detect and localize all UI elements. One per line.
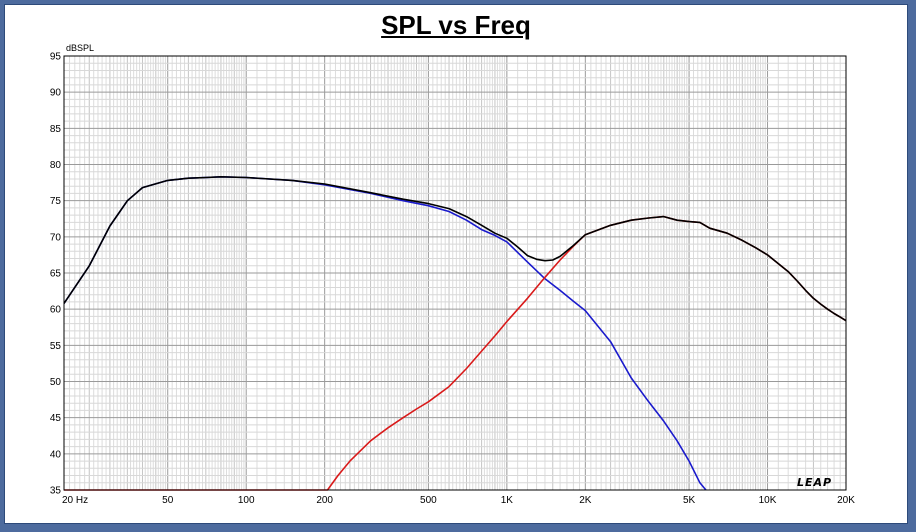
- x-tick-label: 100: [238, 495, 255, 506]
- series-line-3: [63, 176, 847, 322]
- x-tick-label: 20K: [837, 495, 855, 506]
- y-tick-label: 40: [50, 449, 62, 460]
- grid-lines: [63, 55, 847, 491]
- x-tick-label: 2K: [579, 495, 592, 506]
- x-tick-label: 20 Hz: [62, 495, 88, 506]
- y-tick-label: 85: [50, 124, 62, 135]
- x-tick-label: 50: [162, 495, 174, 506]
- series-lines: [63, 176, 847, 491]
- leap-logo: LEAP: [797, 476, 832, 489]
- y-tick-labels: 35 40 45 50 55 60 65 70 75 80 85 90 95: [50, 52, 62, 497]
- x-tick-label: 1K: [501, 495, 514, 506]
- x-tick-label: 10K: [759, 495, 777, 506]
- y-axis-unit: dBSPL: [66, 43, 94, 53]
- y-tick-label: 70: [50, 232, 62, 243]
- x-tick-label: 500: [420, 495, 437, 506]
- y-tick-label: 45: [50, 413, 62, 424]
- y-tick-label: 90: [50, 88, 62, 99]
- y-tick-label: 35: [50, 486, 62, 497]
- y-tick-label: 65: [50, 269, 62, 280]
- x-tick-labels: 20 Hz 50 100 200 500 1K 2K 5K 10K 20K: [62, 495, 855, 506]
- plot-border: [63, 55, 847, 491]
- y-tick-label: 50: [50, 377, 62, 388]
- y-tick-label: 95: [50, 52, 62, 63]
- x-tick-label: 200: [316, 495, 333, 506]
- x-tick-label: 5K: [683, 495, 696, 506]
- y-tick-label: 75: [50, 196, 62, 207]
- y-tick-label: 55: [50, 341, 62, 352]
- y-tick-label: 80: [50, 160, 62, 171]
- chart-title: SPL vs Freq: [381, 10, 531, 40]
- y-tick-label: 60: [50, 305, 62, 316]
